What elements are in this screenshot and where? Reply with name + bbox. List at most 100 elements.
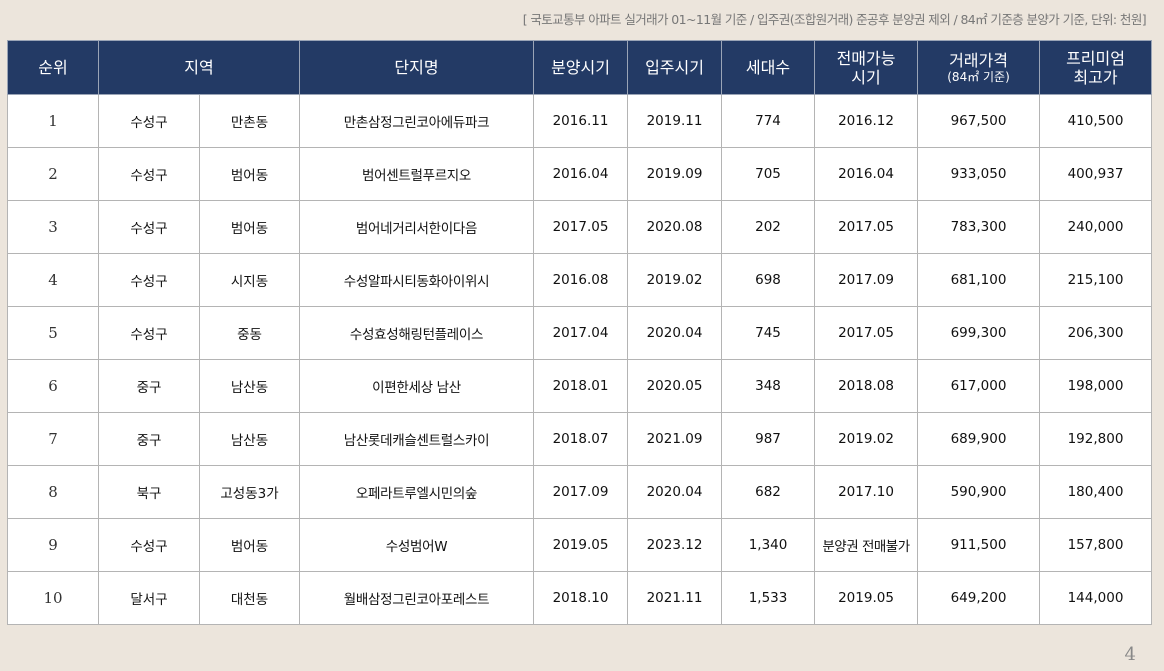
cell-move-in: 2019.09 <box>627 147 723 201</box>
cell-dong: 범어동 <box>198 518 301 572</box>
header-premium-line1: 프리미엄 <box>1066 48 1125 68</box>
table-header: 순위 지역 단지명 분양시기 입주시기 세대수 전매가능 시기 거래가격 (84… <box>7 40 1153 95</box>
cell-premium: 215,100 <box>1039 253 1153 307</box>
table-row: 5 수성구 중동 수성효성해링턴플레이스 2017.04 2020.04 745… <box>7 306 1153 360</box>
cell-complex: 이편한세상 남산 <box>299 359 535 413</box>
cell-resale: 2017.09 <box>814 253 919 307</box>
table-body: 1 수성구 만촌동 만촌삼정그린코아에듀파크 2016.11 2019.11 7… <box>7 94 1153 625</box>
table-row: 7 중구 남산동 남산롯데캐슬센트럴스카이 2018.07 2021.09 98… <box>7 412 1153 466</box>
header-region: 지역 <box>97 40 301 95</box>
cell-resale: 2017.05 <box>814 200 919 254</box>
cell-complex: 범어네거리서한이다음 <box>299 200 535 254</box>
cell-district: 수성구 <box>98 306 200 360</box>
cell-move-in: 2020.04 <box>627 306 723 360</box>
cell-sale-period: 2016.08 <box>533 253 629 307</box>
cell-resale: 분양권 전매불가 <box>814 518 919 572</box>
cell-complex: 만촌삼정그린코아에듀파크 <box>299 94 535 148</box>
header-move-in: 입주시기 <box>627 40 723 95</box>
cell-price: 911,500 <box>917 518 1041 572</box>
cell-move-in: 2021.11 <box>627 571 723 625</box>
cell-complex: 수성범어W <box>299 518 535 572</box>
cell-households: 745 <box>721 306 816 360</box>
cell-households: 1,340 <box>721 518 816 572</box>
cell-dong: 범어동 <box>198 147 301 201</box>
cell-premium: 206,300 <box>1039 306 1153 360</box>
cell-district: 중구 <box>98 412 200 466</box>
header-rank: 순위 <box>7 40 99 95</box>
cell-premium: 400,937 <box>1039 147 1153 201</box>
cell-price: 699,300 <box>917 306 1041 360</box>
cell-move-in: 2020.08 <box>627 200 723 254</box>
cell-resale: 2016.04 <box>814 147 919 201</box>
premium-ranking-table: 순위 지역 단지명 분양시기 입주시기 세대수 전매가능 시기 거래가격 (84… <box>7 40 1153 625</box>
cell-complex: 월배삼정그린코아포레스트 <box>299 571 535 625</box>
cell-sale-period: 2017.09 <box>533 465 629 519</box>
cell-district: 달서구 <box>98 571 200 625</box>
cell-rank: 9 <box>7 518 99 572</box>
cell-rank: 3 <box>7 200 99 254</box>
header-households: 세대수 <box>721 40 816 95</box>
cell-price: 689,900 <box>917 412 1041 466</box>
table-row: 3 수성구 범어동 범어네거리서한이다음 2017.05 2020.08 202… <box>7 200 1153 254</box>
cell-dong: 중동 <box>198 306 301 360</box>
cell-households: 682 <box>721 465 816 519</box>
cell-price: 783,300 <box>917 200 1041 254</box>
cell-price: 590,900 <box>917 465 1041 519</box>
cell-resale: 2017.10 <box>814 465 919 519</box>
cell-sale-period: 2017.05 <box>533 200 629 254</box>
cell-rank: 6 <box>7 359 99 413</box>
cell-dong: 시지동 <box>198 253 301 307</box>
cell-price: 933,050 <box>917 147 1041 201</box>
cell-price: 681,100 <box>917 253 1041 307</box>
cell-sale-period: 2017.04 <box>533 306 629 360</box>
cell-price: 617,000 <box>917 359 1041 413</box>
premium-ranking-table-container: 순위 지역 단지명 분양시기 입주시기 세대수 전매가능 시기 거래가격 (84… <box>7 40 1153 625</box>
table-row: 9 수성구 범어동 수성범어W 2019.05 2023.12 1,340 분양… <box>7 518 1153 572</box>
cell-complex: 범어센트럴푸르지오 <box>299 147 535 201</box>
cell-households: 1,533 <box>721 571 816 625</box>
cell-complex: 오페라트루엘시민의숲 <box>299 465 535 519</box>
cell-premium: 410,500 <box>1039 94 1153 148</box>
header-resale: 전매가능 시기 <box>814 40 919 95</box>
page-number: 4 <box>1124 644 1136 665</box>
cell-households: 987 <box>721 412 816 466</box>
cell-premium: 198,000 <box>1039 359 1153 413</box>
cell-sale-period: 2018.10 <box>533 571 629 625</box>
cell-move-in: 2021.09 <box>627 412 723 466</box>
cell-dong: 남산동 <box>198 359 301 413</box>
cell-dong: 남산동 <box>198 412 301 466</box>
cell-sale-period: 2016.04 <box>533 147 629 201</box>
cell-move-in: 2019.11 <box>627 94 723 148</box>
cell-households: 774 <box>721 94 816 148</box>
header-price: 거래가격 (84㎡ 기준) <box>917 40 1041 95</box>
cell-dong: 만촌동 <box>198 94 301 148</box>
cell-rank: 8 <box>7 465 99 519</box>
cell-district: 중구 <box>98 359 200 413</box>
cell-district: 수성구 <box>98 253 200 307</box>
cell-premium: 144,000 <box>1039 571 1153 625</box>
table-row: 8 북구 고성동3가 오페라트루엘시민의숲 2017.09 2020.04 68… <box>7 465 1153 519</box>
table-row: 10 달서구 대천동 월배삼정그린코아포레스트 2018.10 2021.11 … <box>7 571 1153 625</box>
cell-households: 202 <box>721 200 816 254</box>
header-row: 순위 지역 단지명 분양시기 입주시기 세대수 전매가능 시기 거래가격 (84… <box>7 40 1153 95</box>
cell-households: 698 <box>721 253 816 307</box>
header-premium-line2: 최고가 <box>1073 67 1118 87</box>
cell-households: 705 <box>721 147 816 201</box>
source-note: [ 국토교통부 아파트 실거래가 01~11월 기준 / 입주권(조합원거래) … <box>522 12 1147 27</box>
cell-district: 수성구 <box>98 200 200 254</box>
header-resale-line1: 전매가능 <box>836 48 896 68</box>
cell-sale-period: 2019.05 <box>533 518 629 572</box>
cell-resale: 2019.05 <box>814 571 919 625</box>
cell-sale-period: 2016.11 <box>533 94 629 148</box>
cell-move-in: 2020.04 <box>627 465 723 519</box>
cell-resale: 2019.02 <box>814 412 919 466</box>
cell-move-in: 2019.02 <box>627 253 723 307</box>
cell-rank: 1 <box>7 94 99 148</box>
cell-district: 수성구 <box>98 518 200 572</box>
table-row: 6 중구 남산동 이편한세상 남산 2018.01 2020.05 348 20… <box>7 359 1153 413</box>
cell-resale: 2016.12 <box>814 94 919 148</box>
cell-premium: 180,400 <box>1039 465 1153 519</box>
cell-rank: 4 <box>7 253 99 307</box>
cell-households: 348 <box>721 359 816 413</box>
cell-district: 수성구 <box>98 147 200 201</box>
